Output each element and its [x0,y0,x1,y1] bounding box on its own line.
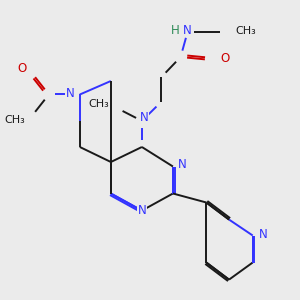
Text: N: N [66,87,74,100]
Text: O: O [220,52,230,65]
Text: H: H [171,23,179,37]
Text: CH₃: CH₃ [88,99,110,110]
Text: N: N [183,23,192,37]
Text: N: N [140,111,148,124]
Text: N: N [137,204,146,217]
Text: N: N [259,228,268,241]
Text: CH₃: CH₃ [235,26,256,37]
Text: N: N [178,158,187,172]
Text: CH₃: CH₃ [4,115,25,125]
Text: O: O [17,62,27,76]
